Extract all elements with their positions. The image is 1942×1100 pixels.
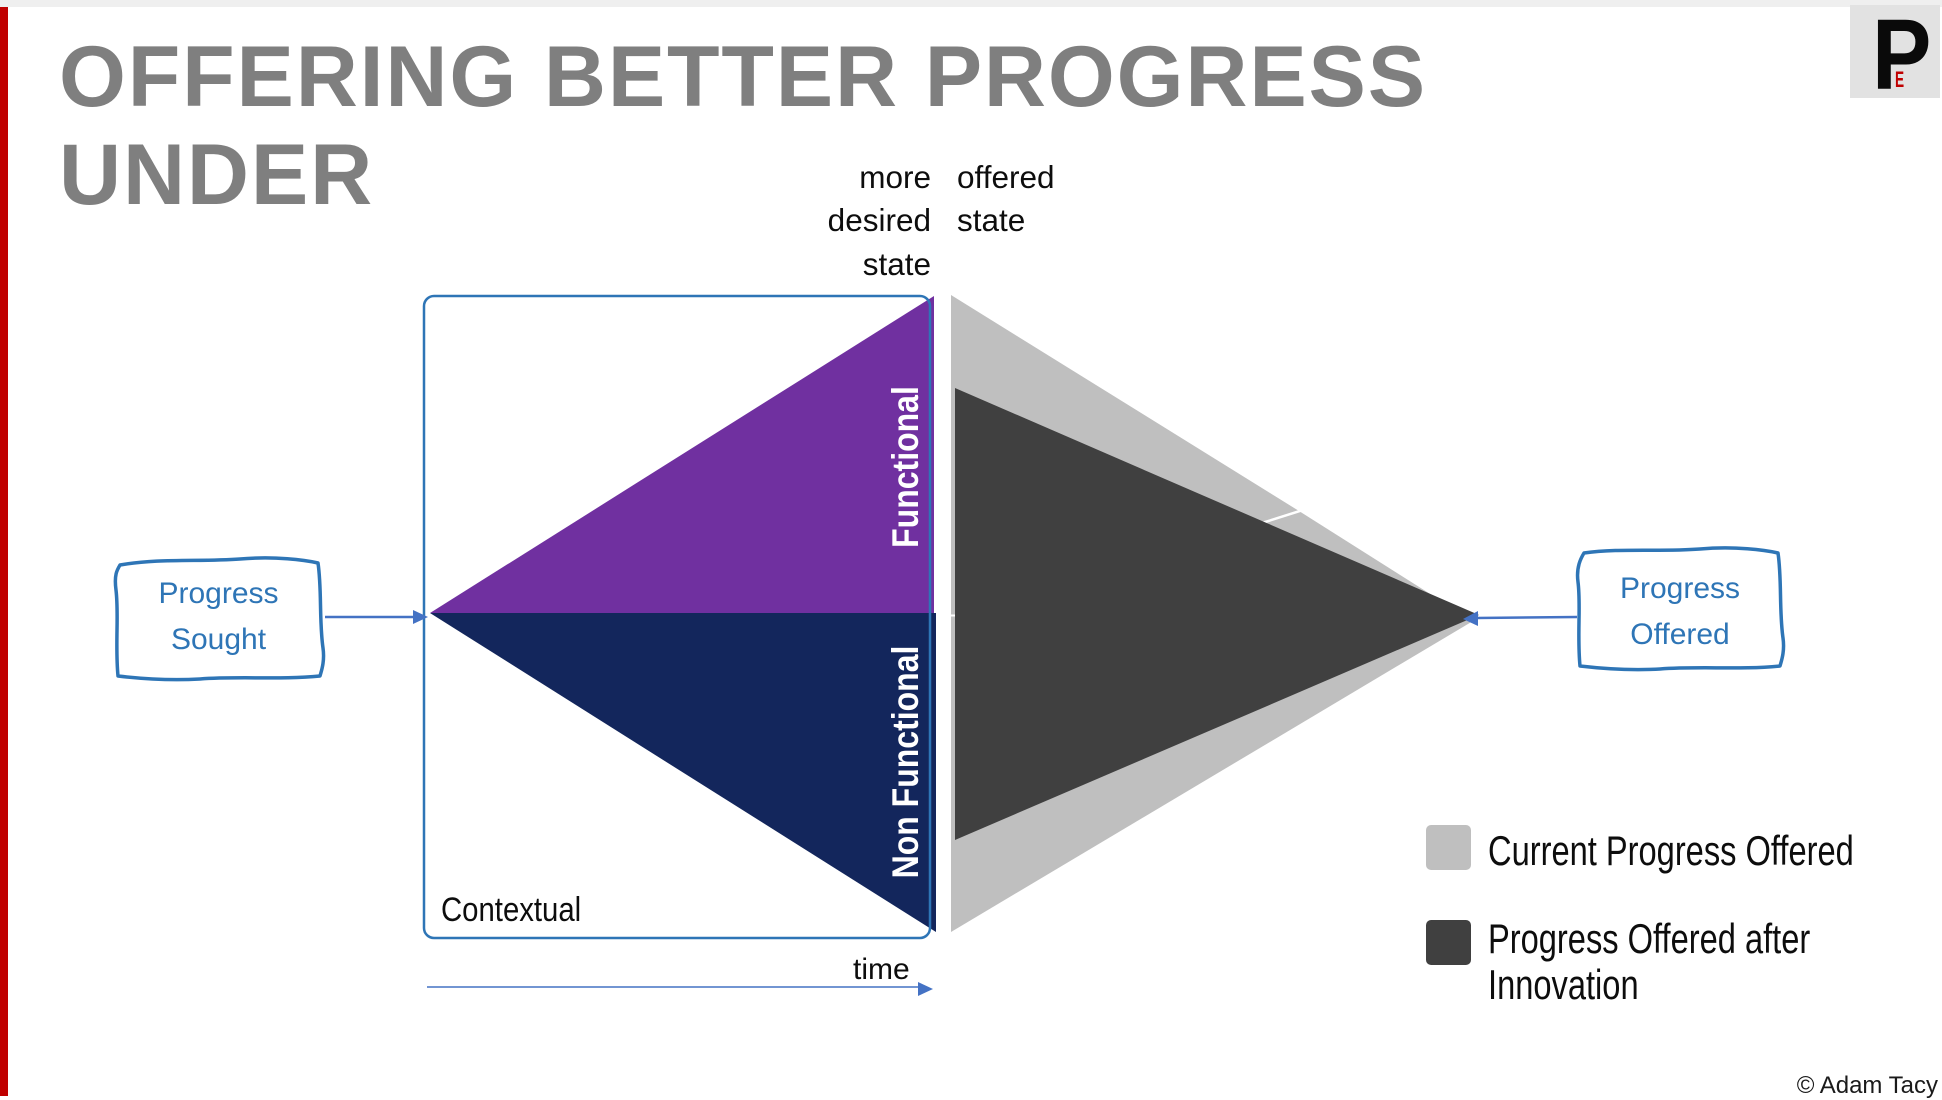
svg-text:Non Functional: Non Functional xyxy=(886,646,927,879)
svg-text:Functional: Functional xyxy=(886,386,927,548)
